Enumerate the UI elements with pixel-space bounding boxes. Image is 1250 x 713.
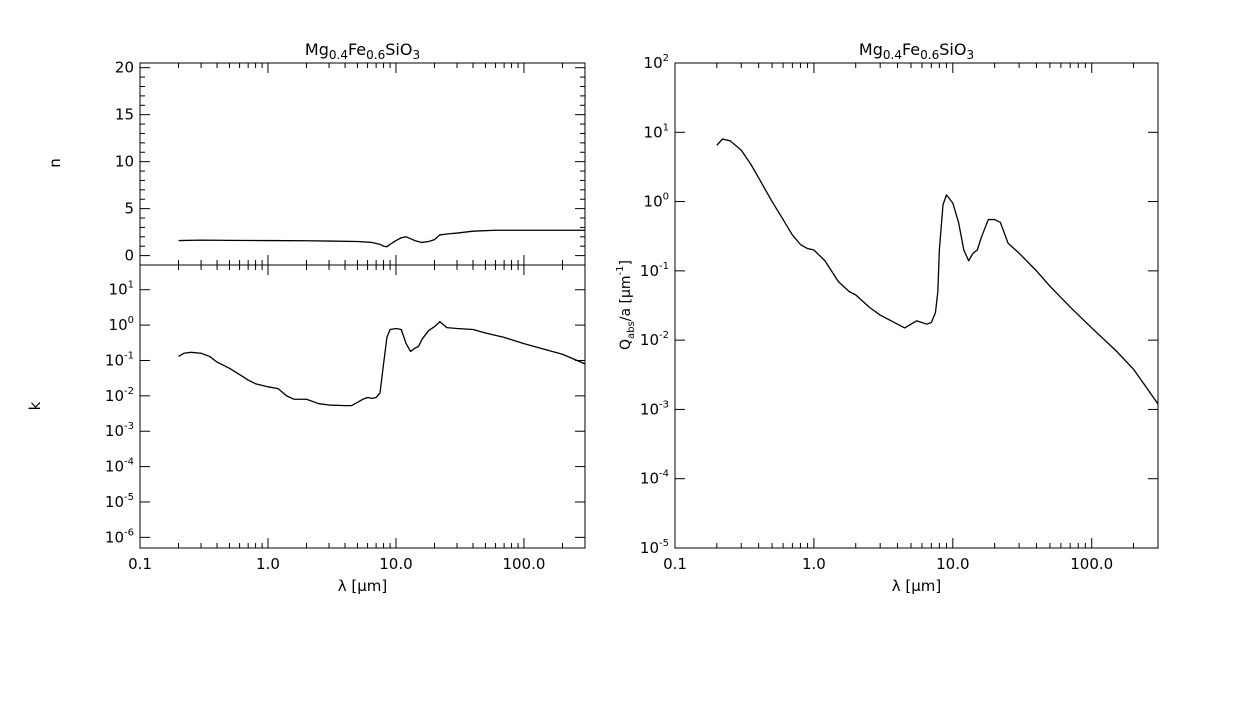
top-left-series-line <box>178 229 585 248</box>
top-left-y-tick-label: 5 <box>124 200 134 218</box>
right-y-tick-label: 10-4 <box>640 469 669 488</box>
top-left-y-tick-label: 20 <box>115 59 134 77</box>
right-y-axis-label: Qabs/a [μm-1] <box>615 260 637 350</box>
right-chart-title: Mg0.4Fe0.6SiO3 <box>859 40 974 62</box>
bottom-left-y-axis-label: k <box>26 401 44 410</box>
bottom-left-y-tick-label: 10-2 <box>105 386 134 405</box>
bottom-left-y-tick-label: 10-6 <box>105 527 134 546</box>
right-y-tick-label: 10-5 <box>640 538 669 557</box>
top-left-y-tick-label: 10 <box>115 153 134 171</box>
bottom-left-x-tick-label: 1.0 <box>256 555 280 573</box>
bottom-left-y-tick-label: 10-1 <box>105 350 134 369</box>
right-plot-frame <box>674 62 1159 549</box>
top-left-y-tick-label: 15 <box>115 106 134 124</box>
top-left-chart-title: Mg0.4Fe0.6SiO3 <box>305 40 420 62</box>
bottom-left-y-tick-label: 10-5 <box>105 492 134 511</box>
right-y-tick-label: 101 <box>644 122 669 141</box>
right-y-tick-label: 10-1 <box>640 261 669 280</box>
right-x-tick-label: 1.0 <box>802 555 826 573</box>
bottom-left-x-tick-label: 0.1 <box>128 555 152 573</box>
right-x-tick-label: 100.0 <box>1070 555 1113 573</box>
bottom-left-y-tick-label: 100 <box>109 315 134 334</box>
right-y-tick-label: 10-3 <box>640 399 669 418</box>
plot-layer: 0 5 10 15 20 Mg0.4Fe0.6SiO3 n 10-6 10-5 10-4 10-3 1… <box>26 40 1159 595</box>
right-series-line <box>716 138 1159 405</box>
top-left-y-tick-label: 0 <box>124 247 134 265</box>
top-left-y-axis-label: n <box>46 158 64 168</box>
right-x-axis-label: λ [μm] <box>892 577 942 595</box>
bottom-left-x-tick-label: 100.0 <box>502 555 545 573</box>
bottom-left-series-line <box>178 321 586 407</box>
bottom-left-y-tick-label: 10-4 <box>105 457 134 476</box>
right-y-tick-label: 102 <box>644 53 669 72</box>
right-x-tick-label: 0.1 <box>663 555 687 573</box>
bottom-left-plot-frame <box>139 264 586 549</box>
bottom-left-y-tick-label: 10-3 <box>105 421 134 440</box>
right-y-tick-label: 10-2 <box>640 330 669 349</box>
bottom-left-y-tick-label: 101 <box>109 280 134 299</box>
right-y-tick-label: 100 <box>644 192 669 211</box>
bottom-left-x-tick-label: 10.0 <box>379 555 412 573</box>
right-x-tick-label: 10.0 <box>936 555 969 573</box>
bottom-left-x-axis-label: λ [μm] <box>338 577 388 595</box>
